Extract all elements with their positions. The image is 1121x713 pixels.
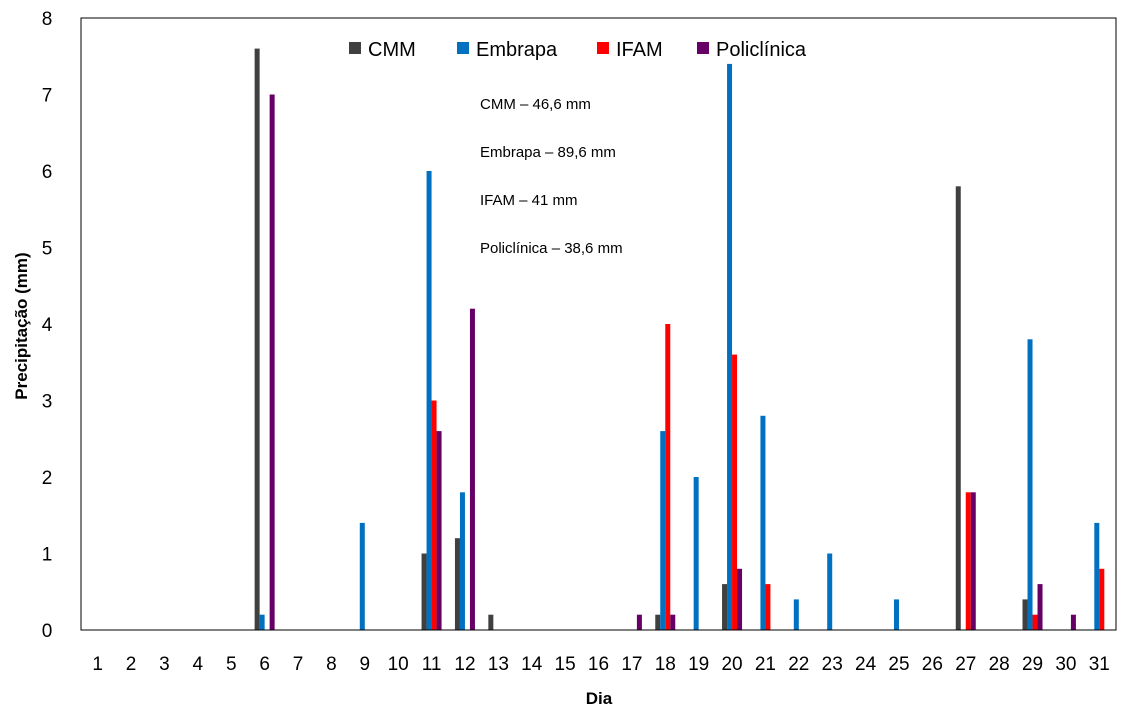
y-tick-label: 1 <box>42 545 53 566</box>
x-tick-label: 9 <box>360 654 371 675</box>
bars-layer <box>254 48 1105 631</box>
y-tick-label: 8 <box>42 9 53 30</box>
x-tick-label: 26 <box>922 654 943 675</box>
x-tick-label: 21 <box>755 654 776 675</box>
x-tick-label: 15 <box>555 654 576 675</box>
bar-cmm-day-29 <box>1022 599 1028 630</box>
bar-cmm-day-11 <box>421 553 427 630</box>
x-tick-label: 23 <box>822 654 843 675</box>
x-tick-label: 6 <box>259 654 270 675</box>
annotation-ifam-total: IFAM – 41 mm <box>480 192 578 209</box>
bar-cmm-day-12 <box>454 538 460 630</box>
bar-policlinica-day-6 <box>269 94 275 630</box>
x-tick-label: 27 <box>955 654 976 675</box>
bar-ifam-day-27 <box>965 492 971 630</box>
bar-embrapa-day-21 <box>760 415 766 630</box>
legend-swatch <box>349 42 361 54</box>
y-axis-ticks: 0 1 2 3 4 5 6 7 8 <box>42 9 53 642</box>
x-axis-label: Dia <box>586 689 613 708</box>
x-tick-label: 28 <box>989 654 1010 675</box>
legend: CMM Embrapa IFAM Policlínica <box>349 39 807 61</box>
x-tick-label: 19 <box>688 654 709 675</box>
bar-cmm-day-20 <box>722 584 728 630</box>
legend-label: CMM <box>368 39 416 61</box>
y-tick-label: 0 <box>42 621 53 642</box>
y-tick-label: 5 <box>42 239 53 260</box>
bar-embrapa-day-23 <box>827 553 833 630</box>
legend-swatch <box>697 42 709 54</box>
annotation-embrapa-total: Embrapa – 89,6 mm <box>480 144 616 161</box>
legend-label: Embrapa <box>476 39 558 61</box>
x-tick-label: 17 <box>621 654 642 675</box>
bar-policlinica-day-27 <box>970 492 976 630</box>
x-tick-label: 8 <box>326 654 337 675</box>
x-tick-label: 24 <box>855 654 877 675</box>
legend-swatch <box>457 42 469 54</box>
x-tick-label: 3 <box>159 654 170 675</box>
y-tick-label: 2 <box>42 468 53 489</box>
bar-cmm-day-27 <box>955 186 961 631</box>
x-tick-label: 20 <box>721 654 742 675</box>
bar-embrapa-day-11 <box>426 171 432 630</box>
bar-policlinica-day-12 <box>469 308 475 630</box>
bar-policlinica-day-20 <box>737 568 743 630</box>
bar-cmm-day-18 <box>655 614 661 630</box>
x-tick-label: 5 <box>226 654 237 675</box>
y-tick-label: 4 <box>42 315 53 336</box>
x-axis-ticks: 1 2 3 4 5 6 7 8 9 10 11 12 13 14 15 16 17 18 19 20 21 22 23 24 2… <box>92 654 1109 675</box>
bar-ifam-day-20 <box>732 354 738 630</box>
x-tick-label: 7 <box>293 654 304 675</box>
x-tick-label: 1 <box>92 654 103 675</box>
y-tick-label: 7 <box>42 86 53 107</box>
y-axis-label: Precipitação (mm) <box>12 252 31 399</box>
x-tick-label: 13 <box>488 654 509 675</box>
x-tick-label: 11 <box>422 654 442 675</box>
bar-embrapa-day-29 <box>1027 339 1033 630</box>
annotation-policlinica-total: Policlínica – 38,6 mm <box>480 240 623 257</box>
bar-policlinica-day-18 <box>670 614 676 630</box>
bar-cmm-day-13 <box>488 614 494 630</box>
bar-embrapa-day-19 <box>693 477 699 630</box>
bar-ifam-day-31 <box>1099 568 1105 630</box>
bar-policlinica-day-30 <box>1070 614 1076 630</box>
x-tick-label: 2 <box>126 654 137 675</box>
x-tick-label: 30 <box>1055 654 1076 675</box>
x-tick-label: 12 <box>454 654 475 675</box>
y-tick-label: 6 <box>42 162 53 183</box>
bar-policlinica-day-29 <box>1037 584 1043 630</box>
x-tick-label: 14 <box>521 654 543 675</box>
bar-embrapa-day-18 <box>660 431 666 630</box>
bar-embrapa-day-12 <box>459 492 465 630</box>
bar-embrapa-day-31 <box>1094 522 1100 630</box>
bar-embrapa-day-6 <box>259 614 265 630</box>
bar-ifam-day-21 <box>765 584 771 630</box>
bar-policlinica-day-17 <box>636 614 642 630</box>
bar-ifam-day-11 <box>431 400 437 630</box>
x-tick-label: 22 <box>788 654 809 675</box>
annotations: CMM – 46,6 mm Embrapa – 89,6 mm IFAM – 4… <box>480 96 623 257</box>
x-tick-label: 4 <box>193 654 204 675</box>
bar-cmm-day-6 <box>254 48 260 631</box>
bar-embrapa-day-9 <box>359 522 365 630</box>
x-tick-label: 29 <box>1022 654 1043 675</box>
x-tick-label: 10 <box>388 654 409 675</box>
bar-policlinica-day-11 <box>436 431 442 630</box>
bar-embrapa-day-22 <box>793 599 799 630</box>
bar-embrapa-day-20 <box>727 63 733 630</box>
y-tick-label: 3 <box>42 392 53 413</box>
bar-ifam-day-29 <box>1032 614 1038 630</box>
bar-embrapa-day-25 <box>893 599 899 630</box>
annotation-cmm-total: CMM – 46,6 mm <box>480 96 591 113</box>
x-tick-label: 25 <box>888 654 909 675</box>
legend-label: IFAM <box>616 39 663 61</box>
x-tick-label: 31 <box>1089 654 1110 675</box>
legend-swatch <box>597 42 609 54</box>
x-tick-label: 18 <box>655 654 676 675</box>
plot-area-frame <box>80 17 1117 631</box>
bar-ifam-day-18 <box>665 324 671 630</box>
legend-label: Policlínica <box>716 39 807 61</box>
x-tick-label: 16 <box>588 654 609 675</box>
